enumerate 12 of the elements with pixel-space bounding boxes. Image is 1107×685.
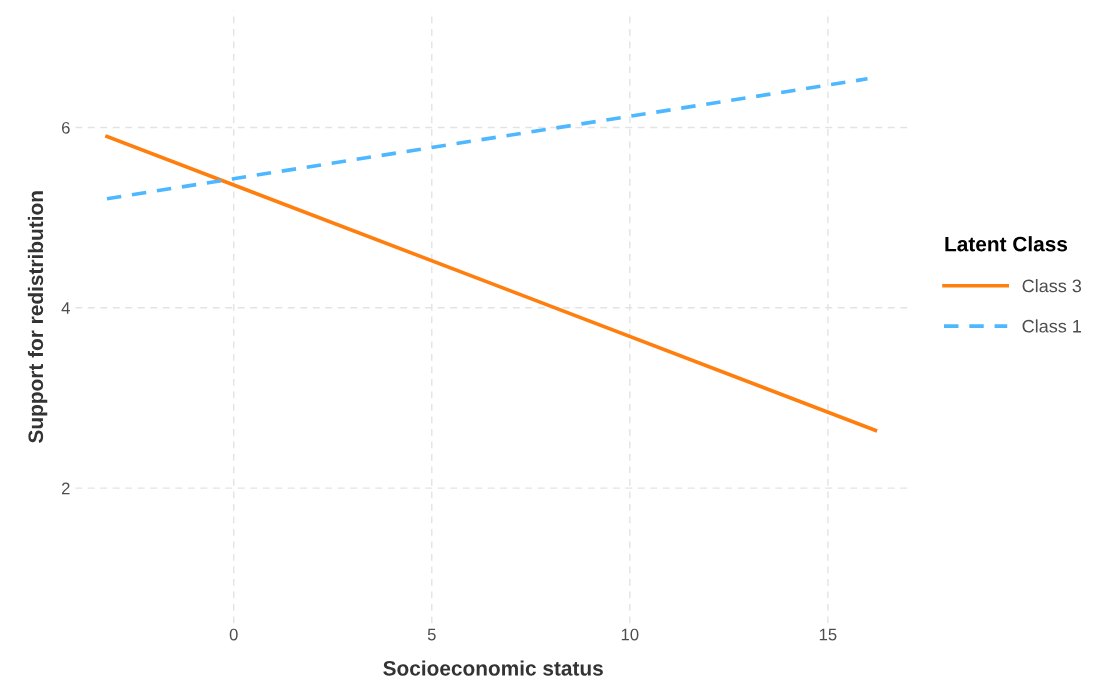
x-tick-label: 10 — [621, 628, 639, 641]
x-tick-label: 15 — [819, 628, 837, 641]
y-tick-label: 2 — [61, 482, 70, 495]
legend-label: Class 3 — [1022, 279, 1082, 293]
x-tick-label: 5 — [427, 628, 436, 641]
x-axis-title: Socioeconomic status — [383, 660, 603, 676]
y-axis-title: Support for redistribution — [27, 191, 48, 443]
y-tick-label: 6 — [61, 121, 70, 134]
legend-title: Latent Class — [945, 236, 1068, 252]
legend-label: Class 1 — [1022, 319, 1081, 333]
x-tick-label: 0 — [229, 628, 238, 641]
y-tick-label: 4 — [61, 302, 70, 314]
